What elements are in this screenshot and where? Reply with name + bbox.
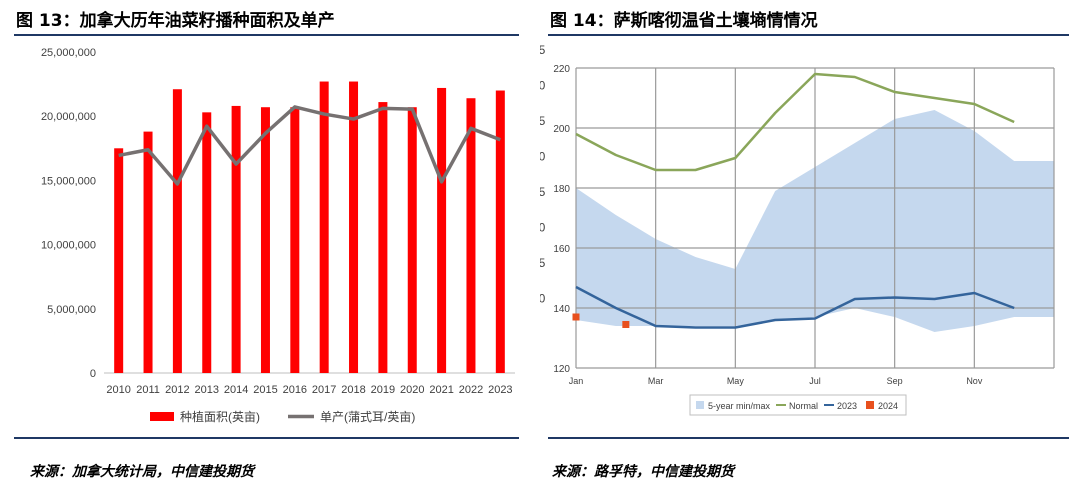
overlay-axis-tick: 15 [540, 256, 546, 270]
y-tick-label: 180 [553, 184, 570, 195]
legend-label-2024: 2024 [878, 401, 898, 411]
area-bar [466, 98, 476, 373]
x-tick-label: 2013 [195, 384, 219, 396]
area-bar [114, 148, 124, 373]
left-source: 来源：加拿大统计局，中信建投期货 [30, 464, 254, 480]
legend-label-band: 5-year min/max [708, 401, 771, 411]
series-2024-marker [622, 321, 630, 328]
x-tick-label: Mar [648, 376, 664, 386]
left-bottom-rule [14, 437, 519, 439]
y-tick-label: 0 [90, 368, 96, 380]
right-title-rule [548, 34, 1069, 36]
x-tick-label: 2018 [341, 384, 365, 396]
x-tick-label: Jan [569, 376, 584, 386]
x-tick-label: Jul [809, 376, 821, 386]
soil-moisture-chart: 51015202530354045120140160180200220JanMa… [540, 43, 1064, 424]
y-tick-label: 140 [553, 304, 570, 315]
right-chart-title: 图 14：萨斯喀彻温省土壤墒情情况 [550, 11, 818, 31]
series-2024-marker [572, 313, 580, 321]
legend-label-yield: 单产(蒲式耳/英亩) [320, 409, 415, 424]
left-title-rule [14, 34, 519, 36]
area-bar [437, 87, 447, 373]
x-tick-label: 2017 [312, 384, 336, 396]
x-tick-label: May [727, 376, 745, 386]
area-bar [495, 90, 505, 373]
legend-box [689, 394, 907, 416]
area-bar [172, 89, 182, 374]
legend-label-2023: 2023 [837, 401, 857, 411]
overlay-axis-tick: 10 [540, 292, 546, 306]
x-tick-label: 2015 [253, 384, 277, 396]
overlay-axis-tick: 45 [540, 43, 546, 57]
x-tick-label: Sep [887, 376, 903, 386]
y-tick-label: 220 [553, 64, 570, 75]
x-tick-label: 2020 [400, 384, 424, 396]
x-tick-label: 2022 [459, 384, 483, 396]
legend-swatch-area [150, 412, 174, 421]
area-bar [407, 107, 417, 373]
yield-line [118, 105, 501, 186]
overlay-axis-tick: 35 [540, 114, 546, 128]
overlay-axis-tick: 40 [540, 79, 546, 93]
y-tick-label: 5,000,000 [47, 304, 96, 316]
x-tick-label: 2019 [371, 384, 395, 396]
right-source: 来源：路孚特，中信建投期货 [552, 464, 734, 480]
y-tick-label: 160 [553, 244, 570, 255]
right-bottom-rule [548, 437, 1069, 439]
area-bar [290, 107, 300, 373]
x-tick-label: 2014 [224, 384, 248, 396]
area-bar [260, 107, 270, 373]
legend-swatch-2024 [866, 401, 874, 409]
y-tick-label: 20,000,000 [41, 111, 96, 123]
x-tick-label: Nov [966, 376, 983, 386]
legend-swatch-band [696, 401, 704, 409]
area-bar [202, 112, 212, 374]
overlay-axis-tick: 25 [540, 185, 546, 199]
x-tick-label: 2021 [429, 384, 453, 396]
area-bar [143, 131, 153, 373]
legend-label-area: 种植面积(英亩) [180, 409, 260, 424]
canola-area-yield-chart: 0 5,000,000 10,000,000 15,000,000 20,000,000… [41, 47, 515, 424]
area-bar [319, 81, 329, 374]
x-tick-label: 2016 [283, 384, 307, 396]
area-bar [378, 102, 388, 374]
x-tick-label: 2023 [488, 384, 512, 396]
series-2023-line [575, 285, 1015, 329]
normal-line [575, 72, 1015, 172]
y-tick-label: 200 [553, 124, 570, 135]
overlay-axis-tick: 20 [540, 221, 546, 235]
y-tick-label: 120 [553, 364, 570, 375]
x-tick-label: 2012 [165, 384, 189, 396]
left-chart-title: 图 13：加拿大历年油菜籽播种面积及单产 [16, 11, 335, 31]
area-bar [349, 81, 359, 374]
y-tick-label: 25,000,000 [41, 47, 96, 59]
x-tick-label: 2011 [136, 384, 160, 396]
area-bar [231, 105, 241, 373]
legend-label-normal: Normal [789, 401, 818, 411]
y-tick-label: 15,000,000 [41, 175, 96, 187]
y-tick-label: 10,000,000 [41, 240, 96, 252]
overlay-axis-tick: 30 [540, 150, 546, 164]
x-tick-label: 2010 [106, 384, 130, 396]
